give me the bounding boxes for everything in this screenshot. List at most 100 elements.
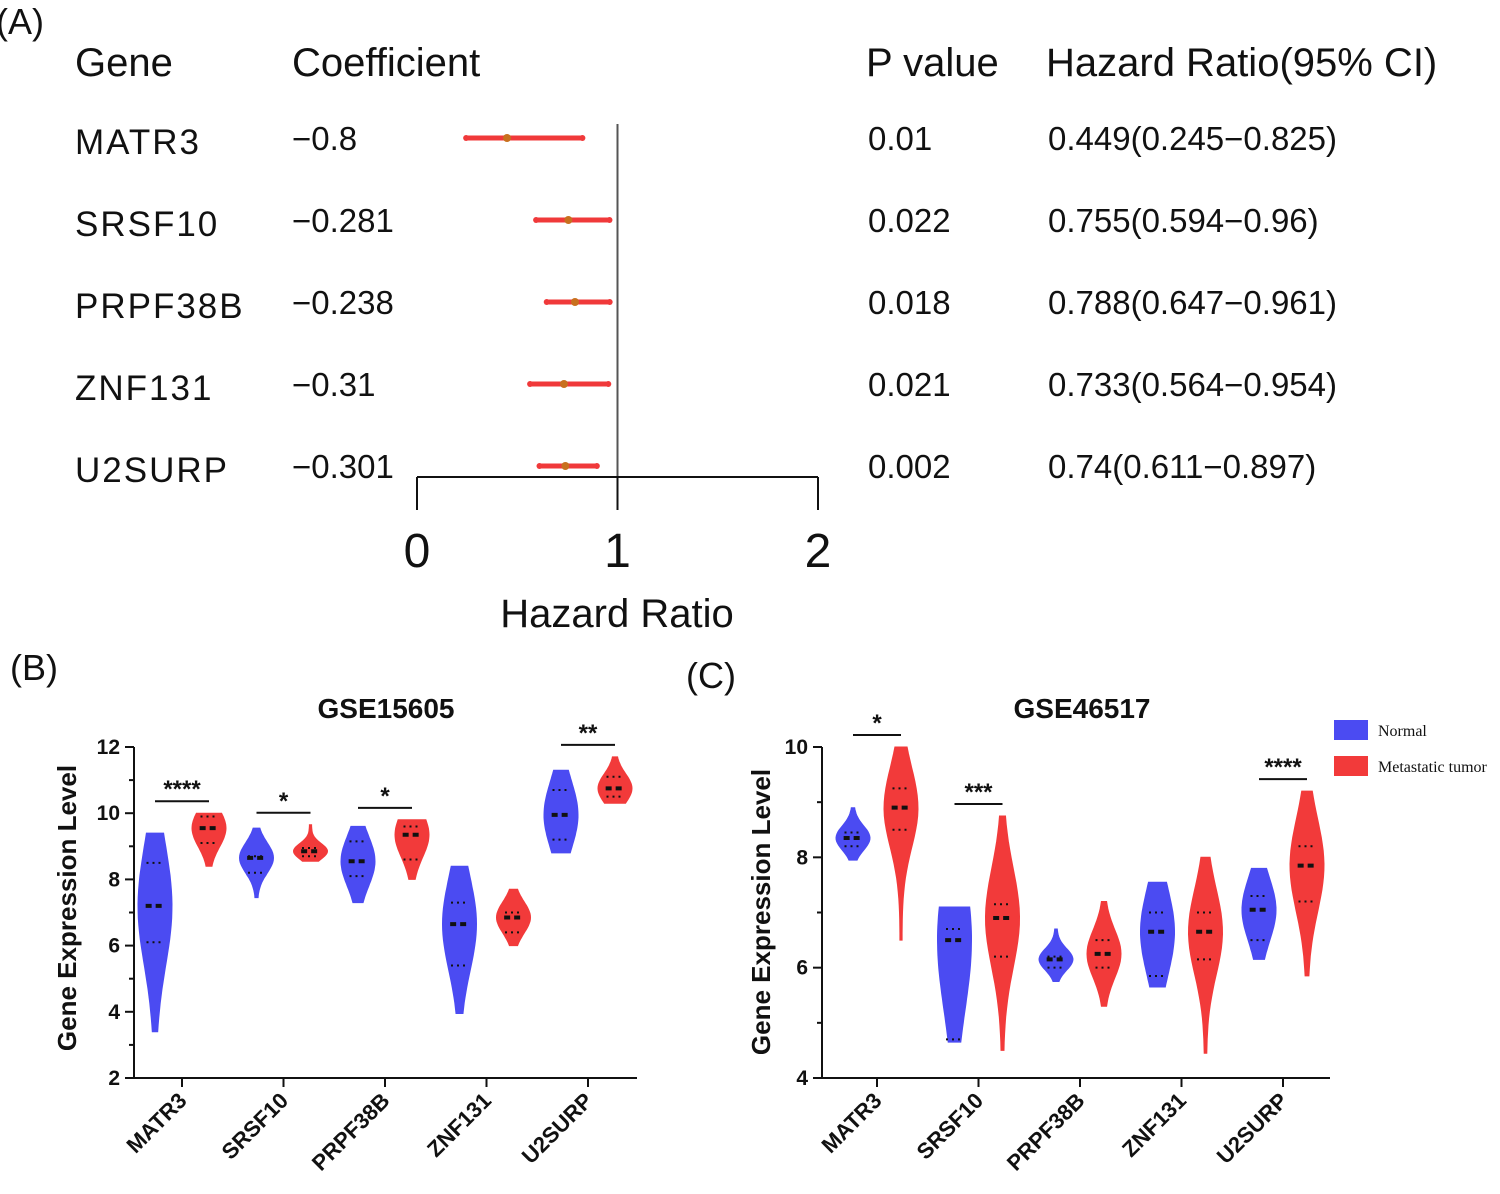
hazard-ratio-ci-text: 0.733(0.564−0.954)	[1048, 366, 1337, 403]
violin	[1038, 928, 1074, 982]
y-tick-label: 2	[108, 1067, 120, 1090]
hr-point	[570, 298, 579, 306]
gene-label: MATR3	[75, 123, 201, 162]
coefficient-value: −0.281	[292, 202, 394, 239]
violin	[238, 827, 275, 899]
violin	[543, 769, 579, 854]
forest-rows: MATR3 −0.8 0.01 0.449(0.245−0.825) SRSF10 −0.…	[75, 120, 1337, 490]
coefficient-value: −0.8	[292, 120, 357, 157]
ci-cap-low	[527, 381, 534, 387]
violin	[292, 824, 329, 862]
violin	[495, 888, 532, 947]
violin	[340, 825, 376, 904]
violin	[1241, 867, 1277, 960]
significance-label: *	[279, 788, 289, 815]
violin-plot-b: 2 4 6 8 10 12 MATR3 **** SRSF10 * PRPF38B * ZNF131 U2…	[97, 720, 637, 1176]
y-tick-label: 12	[97, 736, 120, 759]
hr-point	[559, 380, 568, 388]
coefficient-value: −0.301	[292, 448, 394, 485]
x-tick-label: PRPF38B	[1002, 1088, 1090, 1176]
header-coefficient: Coefficient	[292, 41, 480, 85]
x-tick-label: 1	[604, 525, 631, 578]
legend: Normal Metastatic tumor	[1334, 720, 1488, 776]
ci-cap-high	[606, 299, 613, 305]
chart-title-b: GSE15605	[318, 693, 455, 724]
violin	[1086, 901, 1122, 1007]
y-tick-label: 10	[97, 802, 120, 825]
significance-label: ****	[1264, 754, 1302, 781]
hazard-ratio-ci-text: 0.74(0.611−0.897)	[1048, 448, 1316, 485]
header-hazard-ratio: Hazard Ratio(95% CI)	[1046, 41, 1437, 85]
x-tick-label: ZNF131	[422, 1088, 496, 1162]
p-value: 0.01	[868, 120, 932, 157]
violin	[597, 756, 633, 804]
violin	[191, 812, 227, 867]
x-tick-label: U2SURP	[1212, 1088, 1293, 1169]
gene-label: SRSF10	[75, 205, 219, 244]
hr-point	[564, 216, 573, 224]
forest-x-label: Hazard Ratio	[500, 592, 733, 636]
violin	[835, 807, 871, 861]
legend-swatch-normal	[1334, 720, 1368, 740]
panel-label-b: (B)	[10, 647, 58, 688]
header-p-value: P value	[866, 41, 999, 85]
gene-label: ZNF131	[75, 369, 213, 408]
violin-panel-c: (C) GSE46517 Gene Expression Level 4 6 8 10…	[686, 655, 1488, 1176]
legend-label-tumor: Metastatic tumor	[1378, 759, 1488, 776]
violin	[883, 746, 919, 941]
coefficient-value: −0.238	[292, 284, 394, 321]
hazard-ratio-ci-text: 0.788(0.647−0.961)	[1048, 284, 1337, 321]
legend-swatch-tumor	[1334, 756, 1368, 776]
coefficient-value: −0.31	[292, 366, 376, 403]
significance-label: *	[872, 710, 882, 737]
significance-label: ****	[163, 776, 201, 803]
x-tick-label: MATR3	[121, 1088, 191, 1158]
gene-label: U2SURP	[75, 451, 229, 490]
x-tick-label: SRSF10	[217, 1088, 293, 1164]
significance-label: *	[380, 783, 390, 810]
x-tick-label: 2	[805, 525, 832, 578]
p-value: 0.021	[868, 366, 951, 403]
y-tick-label: 4	[796, 1067, 808, 1090]
violin	[441, 865, 478, 1014]
x-tick-label: SRSF10	[912, 1088, 988, 1164]
y-tick-label: 4	[108, 1001, 120, 1024]
p-value: 0.018	[868, 284, 951, 321]
p-value: 0.022	[868, 202, 951, 239]
violin	[1187, 856, 1224, 1054]
ci-cap-low	[536, 463, 543, 469]
y-tick-label: 6	[796, 957, 808, 980]
hazard-ratio-ci-text: 0.755(0.594−0.96)	[1048, 202, 1319, 239]
hazard-ratio-ci-text: 0.449(0.245−0.825)	[1048, 120, 1337, 157]
header-gene: Gene	[75, 41, 173, 85]
forest-panel: (A) Gene Coefficient P value Hazard Rati…	[0, 1, 1437, 636]
violin	[1289, 790, 1325, 977]
ci-cap-low	[543, 299, 550, 305]
ci-cap-low	[533, 217, 540, 223]
ci-cap-high	[579, 135, 586, 141]
y-axis-label-c: Gene Expression Level	[746, 769, 776, 1055]
violin	[937, 906, 972, 1043]
legend-label-normal: Normal	[1378, 723, 1427, 740]
x-tick-label: 0	[404, 525, 431, 578]
ci-cap-high	[605, 381, 612, 387]
p-value: 0.002	[868, 448, 951, 485]
gene-label: PRPF38B	[75, 287, 245, 326]
violin-plot-c: 4 6 8 10 MATR3 * SRSF10 *** PRPF38B ZNF131 U2SURP *…	[785, 710, 1330, 1176]
significance-label: **	[579, 720, 598, 747]
hr-point	[561, 462, 570, 470]
violin	[137, 832, 173, 1033]
violin	[1140, 881, 1175, 988]
ci-cap-low	[463, 135, 470, 141]
y-tick-label: 10	[785, 736, 808, 759]
violin-panel-b: (B) GSE15605 Gene Expression Level 2 4 6 8 1…	[10, 647, 637, 1176]
chart-title-c: GSE46517	[1014, 693, 1151, 724]
violin	[394, 819, 430, 880]
ci-cap-high	[593, 463, 600, 469]
y-tick-label: 6	[108, 935, 120, 958]
panel-label-c: (C)	[686, 655, 736, 696]
y-tick-label: 8	[796, 846, 808, 869]
y-tick-label: 8	[108, 868, 120, 891]
violin	[984, 815, 1021, 1051]
